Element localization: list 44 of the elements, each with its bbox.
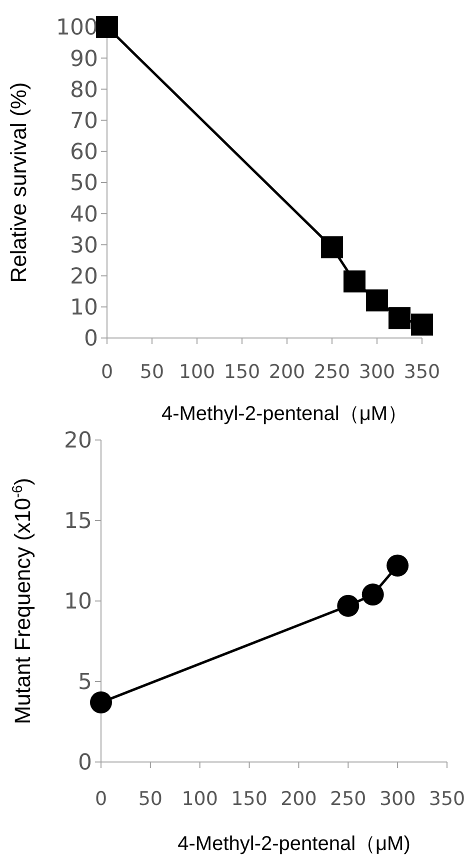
- x-tick-label: 300: [358, 361, 396, 383]
- y-tick-label: 90: [70, 46, 98, 72]
- y-tick-label: 80: [70, 78, 98, 103]
- point: [90, 691, 112, 714]
- x-tick-label: 150: [224, 361, 260, 383]
- y-tick-label: 10: [64, 590, 92, 615]
- y-tick-label: 20: [70, 264, 98, 290]
- point: [96, 16, 118, 38]
- y-tick-label: 15: [64, 509, 92, 534]
- point: [411, 314, 433, 336]
- x-tick-label: 350: [404, 361, 440, 383]
- x-tick-label: 50: [138, 788, 163, 810]
- x-tick-label: 0: [100, 361, 114, 383]
- x-tick-label: 250: [330, 788, 366, 810]
- y-tick-label: 60: [70, 140, 98, 166]
- point: [321, 236, 343, 258]
- x-tick-label: 50: [140, 361, 164, 383]
- y-tick-label: 100: [56, 16, 98, 41]
- x-tick-label: 200: [280, 788, 317, 810]
- x-axis-title: 4-Methyl-2-pentenal（μM): [178, 833, 410, 855]
- y-tick-label: 10: [70, 296, 98, 321]
- y-tick-label: 70: [70, 109, 98, 134]
- y-tick-label: 50: [70, 171, 98, 196]
- point: [337, 594, 360, 617]
- y-tick-label: 30: [70, 233, 98, 258]
- y-tick-label: 40: [70, 202, 98, 228]
- x-tick-label: 100: [178, 361, 216, 383]
- x-tick-label: 300: [379, 788, 416, 810]
- point: [386, 554, 409, 577]
- y-tick-label: 0: [84, 326, 98, 352]
- x-tick-label: 350: [428, 788, 466, 810]
- x-tick-label: 100: [182, 788, 218, 810]
- point: [388, 307, 410, 330]
- x-tick-label: 150: [231, 788, 268, 810]
- x-axis-title: 4-Methyl-2-pentenal（μM）: [161, 403, 408, 425]
- y-axis-title: Relative survival (%): [6, 82, 31, 283]
- point: [366, 289, 388, 312]
- x-tick-label: 250: [314, 361, 350, 383]
- point: [344, 270, 366, 292]
- y-tick-label: 0: [78, 750, 92, 776]
- y-tick-label: 5: [78, 670, 92, 696]
- x-tick-label: 200: [268, 361, 306, 383]
- y-tick-label: 20: [64, 428, 92, 454]
- point: [362, 584, 384, 606]
